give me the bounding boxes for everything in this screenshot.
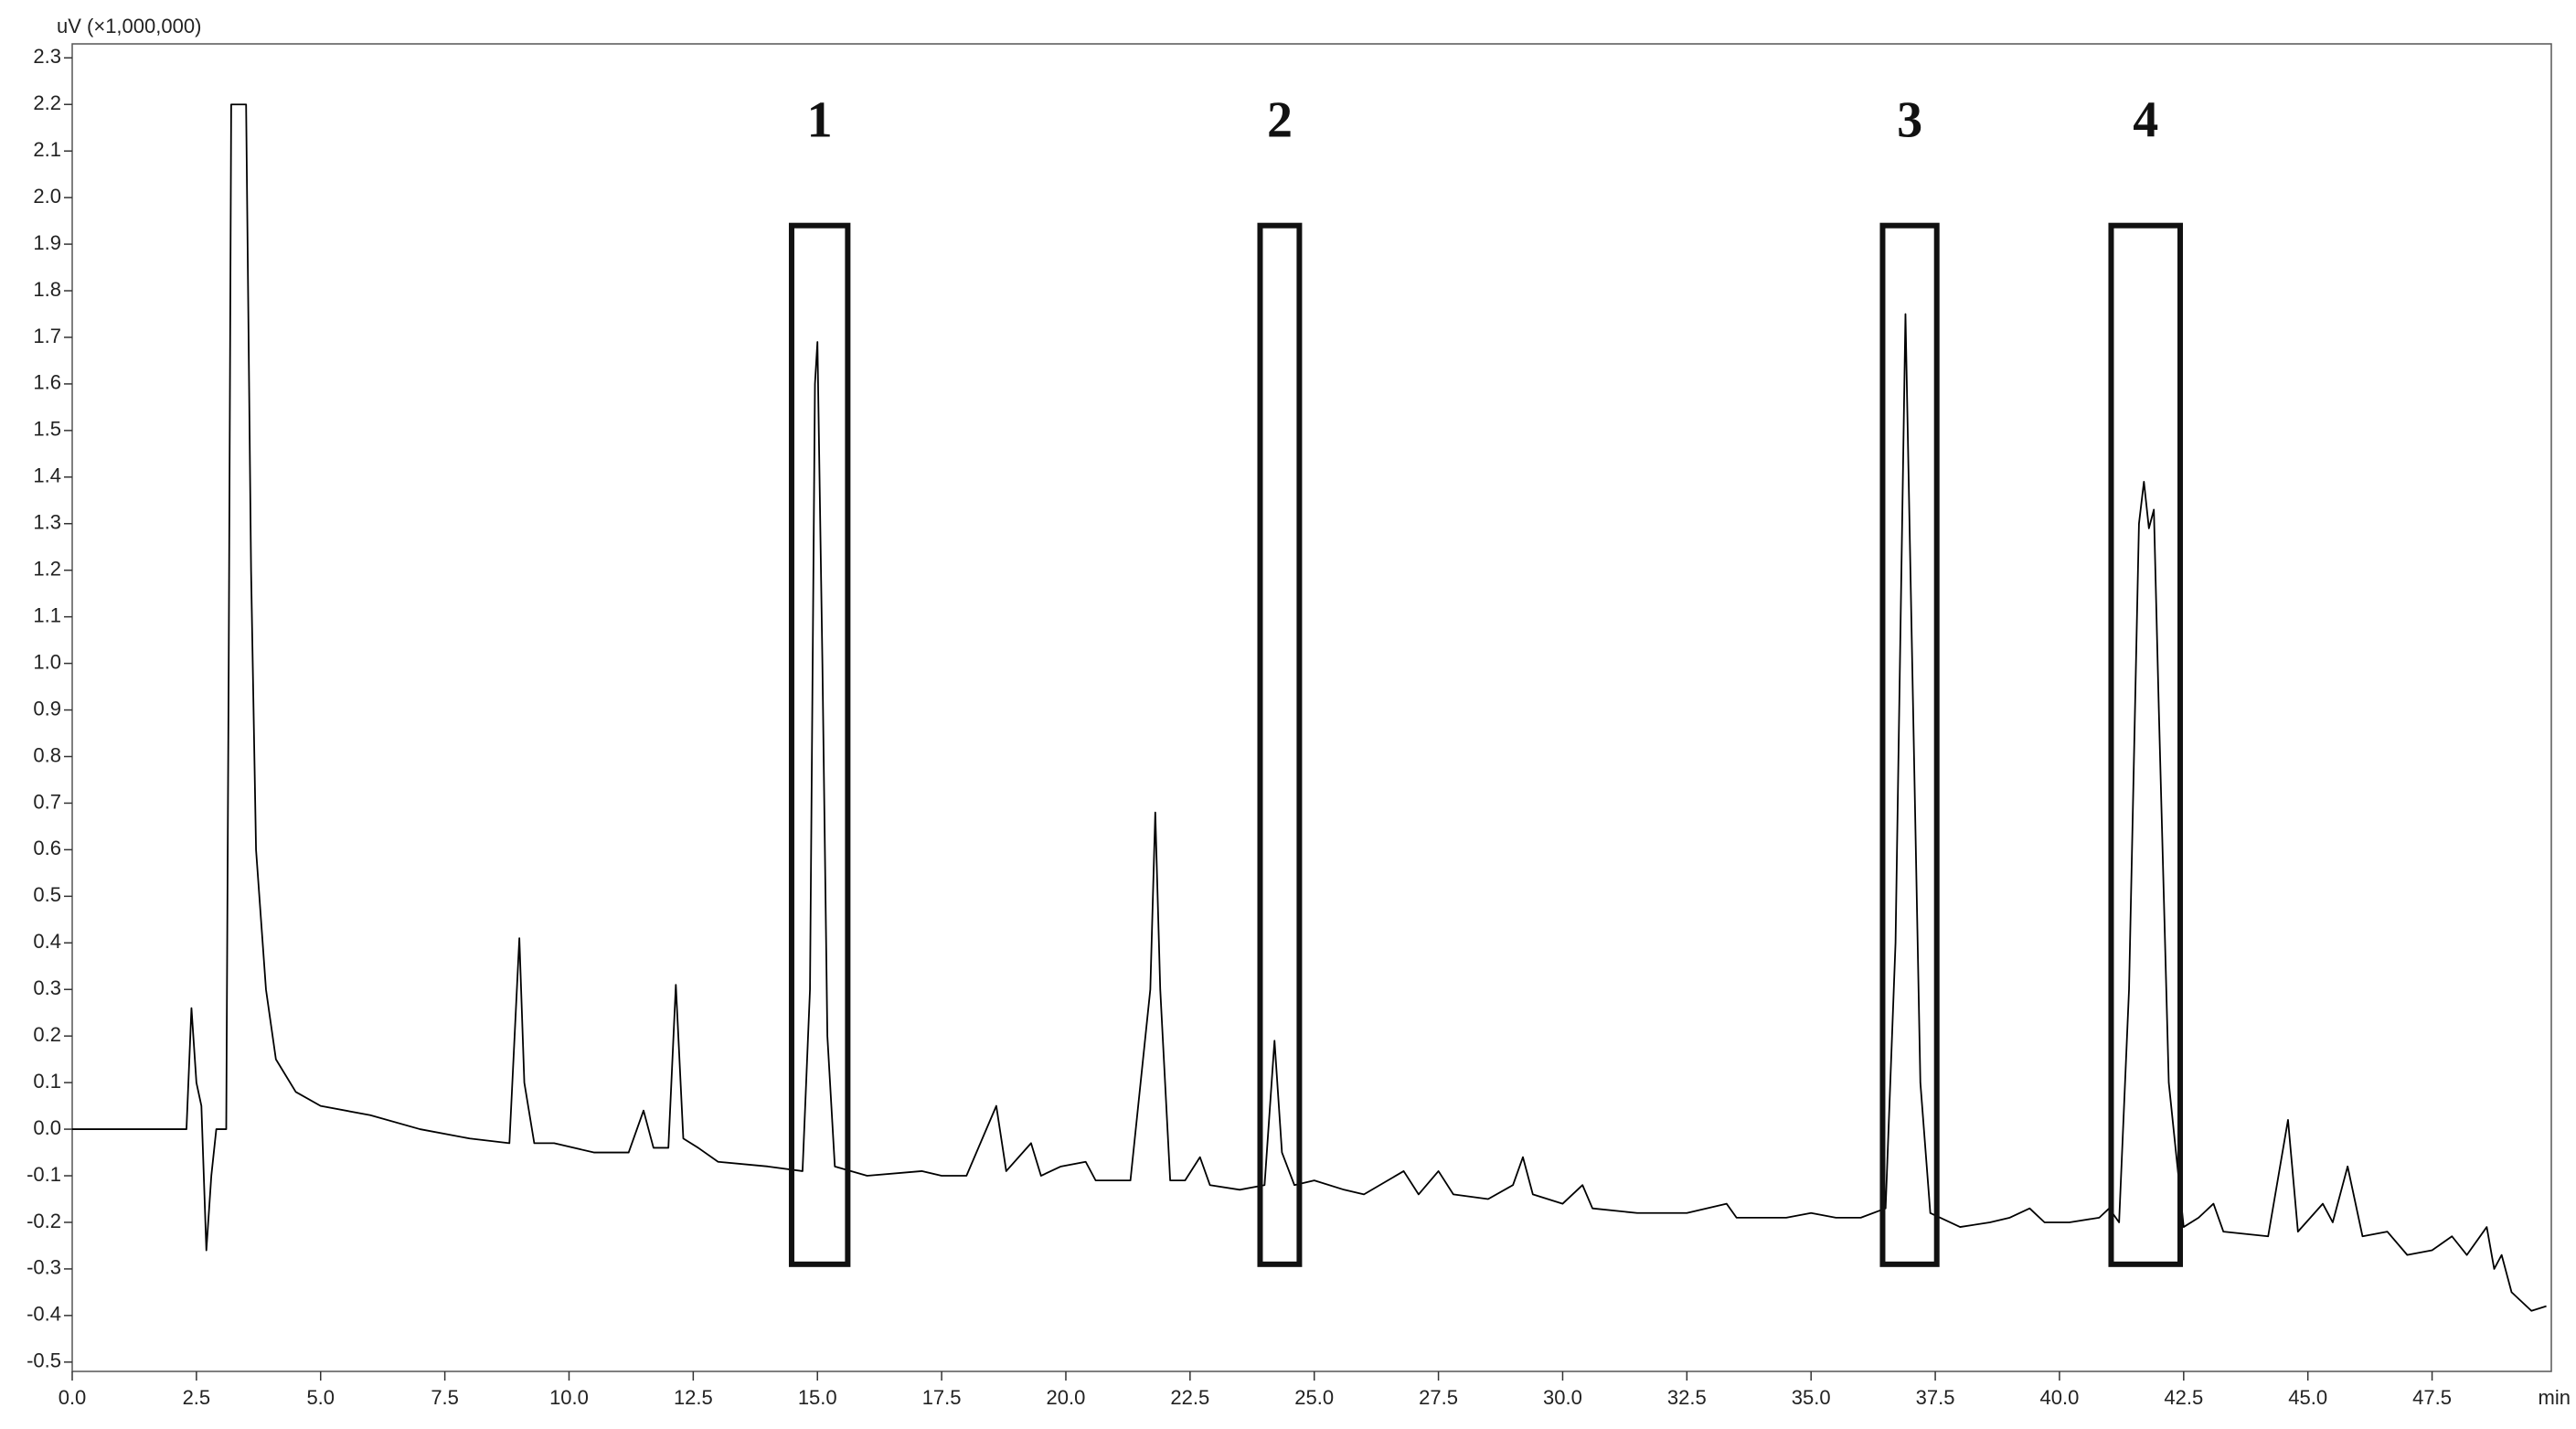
x-tick-label: 40.0	[2040, 1386, 2080, 1409]
x-tick-label: 22.5	[1170, 1386, 1209, 1409]
x-tick-label: 35.0	[1792, 1386, 1831, 1409]
x-axis-label: min	[2539, 1386, 2571, 1409]
x-tick-label: 2.5	[183, 1386, 211, 1409]
x-tick-label: 42.5	[2164, 1386, 2203, 1409]
y-tick-label: -0.2	[27, 1210, 61, 1232]
y-tick-label: 1.8	[33, 278, 61, 301]
y-axis-label: uV (×1,000,000)	[57, 15, 201, 37]
x-tick-label: 37.5	[1916, 1386, 1955, 1409]
x-tick-label: 15.0	[798, 1386, 837, 1409]
y-tick-label: 1.0	[33, 650, 61, 673]
peak-label: 3	[1897, 92, 1922, 149]
x-tick-label: 10.0	[549, 1386, 589, 1409]
x-tick-label: 0.0	[59, 1386, 87, 1409]
y-tick-label: 1.4	[33, 464, 61, 487]
x-tick-label: 30.0	[1543, 1386, 1582, 1409]
peak-box	[2108, 222, 2184, 1267]
x-tick-label: 12.5	[674, 1386, 713, 1409]
y-tick-label: 2.1	[33, 138, 61, 161]
x-tick-label: 5.0	[306, 1386, 335, 1409]
y-tick-label: 0.5	[33, 883, 61, 906]
x-tick-label: 45.0	[2288, 1386, 2327, 1409]
x-tick-label: 7.5	[431, 1386, 459, 1409]
peak-label: 2	[1267, 92, 1293, 149]
y-tick-label: 0.9	[33, 697, 61, 720]
x-tick-label: 17.5	[922, 1386, 962, 1409]
y-tick-label: 0.1	[33, 1070, 61, 1093]
y-tick-label: 1.6	[33, 371, 61, 394]
y-tick-label: -0.4	[27, 1303, 61, 1326]
y-tick-label: 0.7	[33, 790, 61, 813]
y-tick-label: 1.5	[33, 418, 61, 441]
y-tick-label: 1.2	[33, 558, 61, 581]
plot-frame	[71, 43, 2552, 1372]
peak-box	[788, 222, 851, 1267]
x-tick-label: 47.5	[2412, 1386, 2452, 1409]
y-tick-label: 2.0	[33, 185, 61, 208]
y-tick-label: -0.5	[27, 1349, 61, 1372]
x-tick-label: 20.0	[1047, 1386, 1086, 1409]
peak-box	[1257, 222, 1303, 1267]
y-tick-label: -0.1	[27, 1163, 61, 1186]
y-tick-label: 0.3	[33, 976, 61, 999]
y-tick-label: 2.2	[33, 91, 61, 114]
peak-box	[1879, 222, 1940, 1267]
peak-label: 1	[807, 92, 833, 149]
y-tick-label: 0.0	[33, 1116, 61, 1139]
peak-label: 4	[2133, 92, 2158, 149]
y-tick-label: 0.2	[33, 1023, 61, 1046]
y-tick-label: 1.3	[33, 511, 61, 534]
y-tick-label: 0.8	[33, 743, 61, 766]
chromatogram-line	[72, 103, 2547, 1312]
y-tick-label: 0.6	[33, 837, 61, 859]
x-tick-label: 32.5	[1667, 1386, 1707, 1409]
y-tick-label: 1.1	[33, 603, 61, 626]
y-tick-label: 1.9	[33, 231, 61, 254]
x-tick-label: 27.5	[1419, 1386, 1458, 1409]
x-tick-label: 25.0	[1294, 1386, 1334, 1409]
y-tick-label: 2.3	[33, 45, 61, 68]
y-tick-label: 1.7	[33, 325, 61, 347]
y-tick-label: 0.4	[33, 930, 61, 953]
y-tick-label: -0.3	[27, 1256, 61, 1279]
